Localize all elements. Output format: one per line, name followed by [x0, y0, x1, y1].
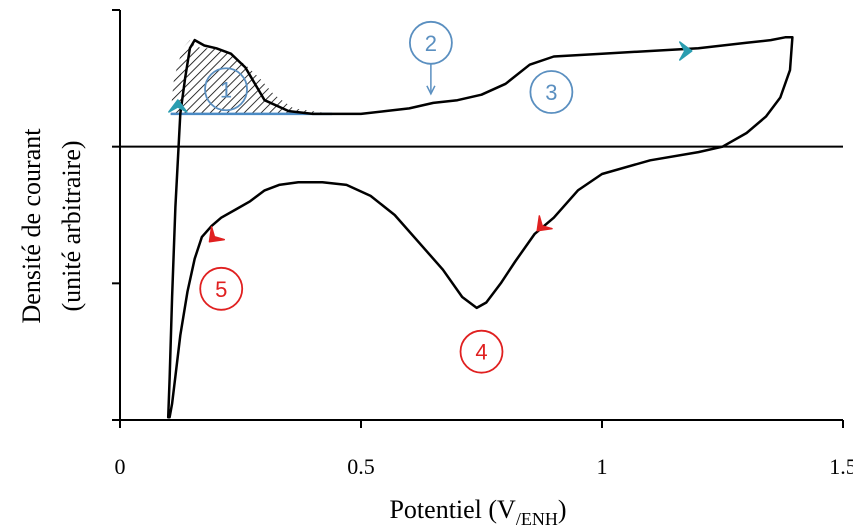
y-axis-label-line1: Densité de courant — [17, 128, 46, 324]
annotation-label: 3 — [545, 80, 557, 105]
direction-arrow — [680, 42, 692, 60]
x-tick-label: 1 — [597, 454, 608, 479]
x-tick-label: 0 — [115, 454, 126, 479]
annotation-label: 1 — [220, 77, 232, 102]
x-tick-label: 1.5 — [829, 454, 853, 479]
annotation-label: 4 — [475, 340, 487, 365]
y-axis-label: Densité de courant (unité arbitraire) — [17, 128, 86, 324]
direction-chevron — [680, 42, 692, 60]
x-axis-label: Potentiel (V/ENH) — [389, 495, 566, 529]
x-tick-label: 0.5 — [347, 454, 375, 479]
annotation-label: 5 — [215, 277, 227, 302]
annotation-label: 2 — [425, 31, 437, 56]
y-axis-label-line2: (unité arbitraire) — [57, 140, 86, 311]
